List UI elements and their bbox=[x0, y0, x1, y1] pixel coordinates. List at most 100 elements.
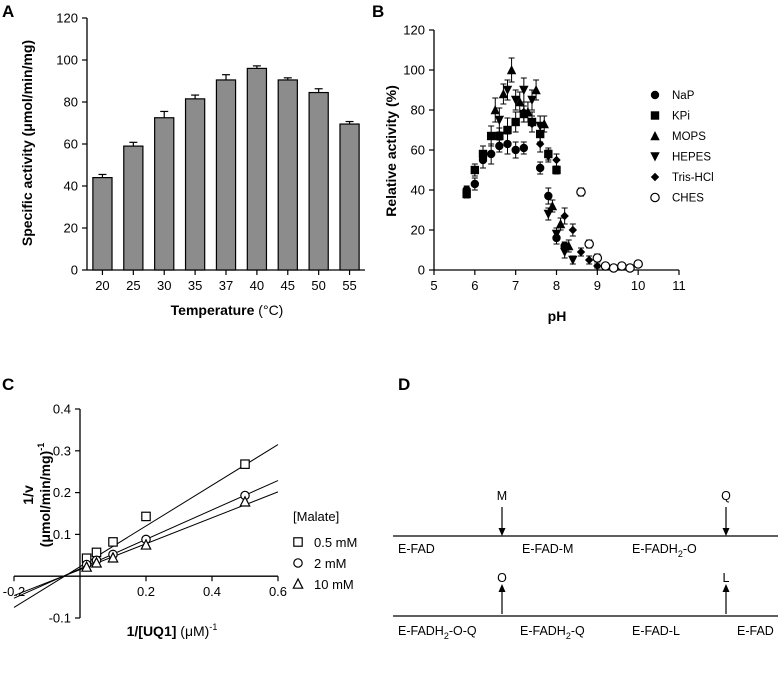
panel-b-point-kpi bbox=[511, 117, 520, 127]
panel-b-ytick-label: 80 bbox=[411, 103, 425, 118]
scheme-e-fadh2-o-tail: -O bbox=[683, 542, 697, 556]
panel-b-point-ches bbox=[617, 261, 627, 271]
panel-b-xtick-label: 5 bbox=[430, 278, 437, 293]
scheme-e-fad-m: E-FAD-M bbox=[522, 542, 573, 556]
scheme-e-fadh2-q-sub: 2 bbox=[566, 631, 571, 641]
panel-c-legend-marker bbox=[293, 558, 303, 568]
panel-a-bar bbox=[277, 79, 298, 271]
panel-b-point-hepes bbox=[519, 85, 529, 95]
panel-c-xtick-label: 0.6 bbox=[269, 584, 287, 599]
panel-c-fit-line bbox=[13, 444, 279, 608]
panel-c-legend-label: 0.5 mM bbox=[314, 535, 357, 550]
panel-b-point-ches bbox=[608, 263, 619, 273]
panel-a-ylabel: Specific activity (μmol/min/mg) bbox=[19, 40, 35, 246]
scheme-e-fadh2-q: E-FADH2-Q bbox=[520, 624, 585, 641]
panel-b-point-tris-hcl bbox=[552, 155, 561, 165]
scheme-arrowhead-m bbox=[498, 528, 506, 536]
panel-b-legend-label: NaP bbox=[672, 90, 695, 102]
panel-label-c: C bbox=[2, 375, 14, 394]
scheme-e-fad: E-FAD bbox=[398, 542, 435, 556]
panel-b-point-tris-hcl bbox=[593, 261, 602, 271]
panel-b-legend-label: MOPS bbox=[672, 131, 706, 143]
panel-b-point-mops bbox=[498, 89, 509, 99]
panel-b-point-tris-hcl bbox=[584, 255, 594, 265]
panel-b-point-nap bbox=[535, 163, 545, 173]
panel-b-point-nap bbox=[470, 179, 480, 189]
panel-a-bar bbox=[246, 67, 268, 271]
panel-b-point-ches bbox=[576, 187, 586, 197]
panel-a-xlabel: Temperature (°C) bbox=[171, 302, 284, 318]
panel-c-xtick-label: 0.2 bbox=[137, 584, 155, 599]
panel-c-xtick-label: 0.4 bbox=[203, 584, 221, 599]
scheme-output-l: L bbox=[723, 571, 730, 585]
panel-b-point-kpi bbox=[503, 125, 512, 135]
panel-b-point-tris-hcl bbox=[535, 139, 545, 149]
panel-c-xtick-label: -0.2 bbox=[3, 584, 25, 599]
scheme-e-fadh2-o-q-main: E-FADH bbox=[398, 624, 444, 638]
panel-a-bar bbox=[92, 177, 113, 271]
panel-c-xlabel-bold: 1/[UQ1] bbox=[127, 623, 177, 639]
panel-c-point-10-mm bbox=[80, 560, 93, 572]
scheme-input-q: Q bbox=[721, 489, 731, 503]
panel-b-point-hepes bbox=[568, 255, 578, 265]
panel-c-point-10-mm bbox=[140, 538, 152, 550]
scheme-arrowhead-o bbox=[498, 584, 506, 592]
panel-b-point-mops bbox=[531, 85, 541, 95]
panel-b-point-mops bbox=[515, 97, 525, 107]
panel-b-legend-label: HEPES bbox=[672, 152, 711, 164]
panel-a-bar bbox=[339, 123, 360, 271]
panel-a-ytick-label: 20 bbox=[64, 221, 78, 236]
panel-b-xtick-label: 7 bbox=[512, 278, 519, 293]
panel-b-legend-marker bbox=[650, 192, 660, 203]
scheme-e-fadh2-o-q: E-FADH2-O-Q bbox=[398, 624, 477, 641]
scheme-e-fadh2-o-main: E-FADH bbox=[632, 542, 678, 556]
panel-a-ytick-label: 60 bbox=[64, 137, 78, 152]
panel-a-bar bbox=[123, 145, 144, 271]
panel-a-bar bbox=[308, 91, 329, 271]
panel-b-point-hepes bbox=[494, 115, 505, 125]
panel-c-xlabel: 1/[UQ1] (μM)-1 bbox=[127, 622, 218, 639]
panel-b-point-kpi bbox=[486, 131, 496, 141]
panel-c-lineweaver-burk: 1/[UQ1] (μM)-1 1/v (μmol/min/mg)-1 [Mala… bbox=[3, 402, 358, 640]
panel-b-xlabel: pH bbox=[548, 308, 567, 324]
panel-c-xlabel-unit: (μM) bbox=[176, 623, 209, 639]
panel-b-point-ches bbox=[592, 253, 603, 263]
panel-b-point-kpi bbox=[552, 165, 561, 175]
panel-c-ylabel-unit: (μmol/min/mg)-1 bbox=[36, 443, 53, 547]
panel-b-point-mops bbox=[555, 219, 566, 229]
scheme-e-fadh2-o-q-sub: 2 bbox=[444, 631, 449, 641]
panel-label-a: A bbox=[2, 2, 14, 21]
panel-a-xtick-label: 30 bbox=[157, 278, 171, 293]
panel-a-xtick-label: 37 bbox=[219, 278, 233, 293]
panel-b-point-kpi bbox=[478, 149, 488, 159]
panel-b-point-nap bbox=[486, 149, 496, 159]
panel-b-legend-label: CHES bbox=[672, 193, 704, 205]
panel-b-point-tris-hcl bbox=[560, 211, 569, 221]
panel-c-ylabel-main: 1/v bbox=[20, 485, 36, 505]
panel-a-ytick-label: 80 bbox=[64, 95, 78, 110]
scheme-input-m: M bbox=[497, 489, 507, 503]
panel-a-xtick-label: 25 bbox=[126, 278, 140, 293]
panel-b-point-nap bbox=[544, 191, 553, 201]
scheme-arrowhead-l bbox=[722, 584, 730, 592]
scheme-e-fadh2-o-sub: 2 bbox=[678, 549, 683, 559]
panel-a-xtick-label: 40 bbox=[250, 278, 264, 293]
panel-c-point-0-5-mm bbox=[240, 459, 250, 469]
panel-a-ytick-label: 120 bbox=[56, 11, 78, 26]
panel-b-point-kpi bbox=[470, 165, 480, 175]
panel-b-point-kpi bbox=[462, 189, 471, 199]
panel-b-ytick-label: 40 bbox=[411, 183, 425, 198]
panel-b-legend-label: KPi bbox=[672, 111, 690, 123]
panel-b-point-hepes bbox=[535, 121, 545, 131]
panel-c-legend-label: 10 mM bbox=[314, 577, 354, 592]
scheme-e-fad-end: E-FAD bbox=[737, 624, 774, 638]
panel-b-scatter-chart: Relative activity (%) pH 0 20 40 60 80 100 120… bbox=[383, 23, 714, 325]
panel-b-point-hepes bbox=[527, 95, 537, 105]
panel-b-xtick-label: 11 bbox=[672, 278, 686, 293]
panel-b-point-mops bbox=[490, 105, 500, 115]
panel-c-legend-marker bbox=[292, 577, 304, 589]
panel-b-point-tris-hcl bbox=[519, 107, 529, 117]
panel-c-ylabel-sup: -1 bbox=[36, 443, 46, 451]
panel-c-ytick-label: 0.2 bbox=[53, 485, 71, 500]
